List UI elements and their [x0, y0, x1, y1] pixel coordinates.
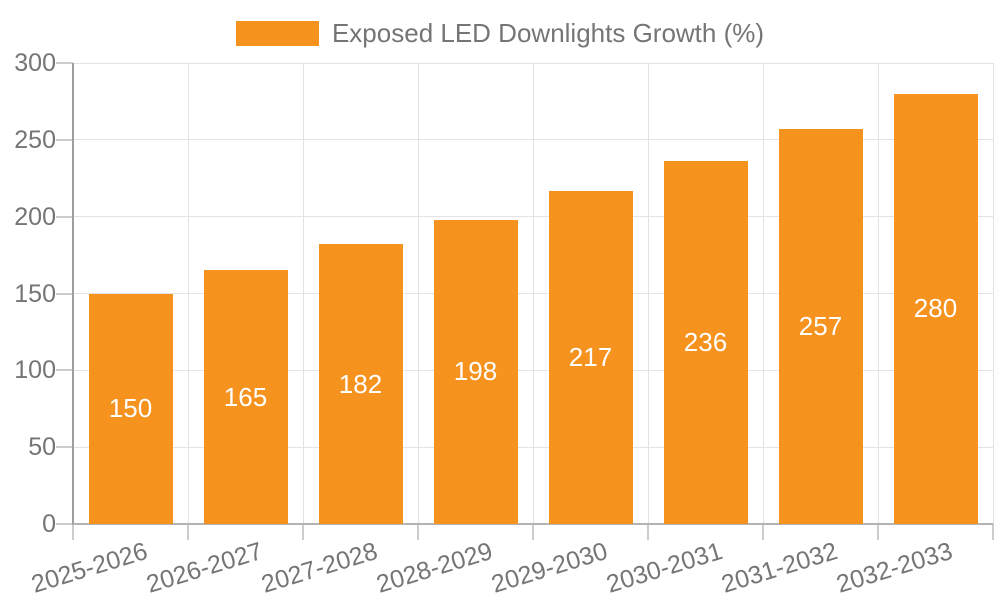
x-axis-line [73, 523, 993, 525]
x-axis-label: 2028-2029 [373, 537, 496, 599]
bar[interactable]: 150 [88, 293, 173, 524]
x-axis-tick [72, 524, 74, 540]
v-gridline [992, 63, 994, 524]
v-gridline [187, 63, 189, 524]
bar[interactable]: 198 [433, 219, 518, 524]
bar-value-label: 236 [683, 327, 728, 358]
bar-value-label: 182 [338, 368, 383, 399]
bar-value-label: 257 [798, 311, 843, 342]
x-axis-label: 2031-2032 [718, 537, 841, 599]
v-gridline [417, 63, 419, 524]
bar-value-label: 150 [108, 393, 153, 424]
y-axis-tick [56, 292, 73, 295]
x-axis-tick [762, 524, 764, 540]
bar[interactable]: 280 [893, 93, 978, 524]
y-axis-label: 300 [14, 49, 56, 77]
y-axis-label: 150 [14, 279, 56, 308]
y-axis-tick [56, 215, 73, 218]
x-axis-tick [877, 524, 879, 540]
bar-value-label: 198 [453, 356, 498, 387]
y-axis-tick [56, 62, 73, 64]
x-axis-tick [187, 524, 189, 540]
v-gridline [877, 63, 879, 524]
y-axis-label: 100 [14, 356, 56, 385]
x-axis-label: 2029-2030 [488, 537, 611, 599]
y-axis-tick [56, 446, 73, 449]
x-axis-label: 2027-2028 [258, 537, 381, 599]
y-axis-label: 50 [28, 433, 56, 462]
x-axis-tick [992, 524, 994, 540]
y-axis-line [72, 63, 74, 525]
y-axis-tick [56, 369, 73, 372]
y-axis-tick [56, 523, 73, 525]
y-axis-label: 250 [14, 125, 56, 154]
x-axis-tick [302, 524, 304, 540]
x-axis-label: 2032-2033 [833, 537, 956, 599]
bar[interactable]: 165 [203, 270, 288, 524]
legend[interactable]: Exposed LED Downlights Growth (%) [0, 18, 1000, 49]
bar[interactable]: 236 [663, 161, 748, 524]
y-axis-tick [56, 138, 73, 141]
bar[interactable]: 217 [548, 190, 633, 524]
bar-value-label: 217 [568, 341, 613, 372]
bar-value-label: 165 [223, 381, 268, 412]
x-axis-tick [647, 524, 649, 540]
bar-value-label: 280 [913, 293, 958, 324]
bar[interactable]: 182 [318, 244, 403, 524]
x-axis-label: 2030-2031 [603, 537, 726, 599]
x-axis-label: 2026-2027 [143, 537, 266, 599]
x-axis-label: 2025-2026 [28, 537, 151, 599]
bar[interactable]: 257 [778, 129, 863, 524]
y-axis-label: 0 [42, 510, 56, 538]
v-gridline [532, 63, 534, 524]
legend-label: Exposed LED Downlights Growth (%) [331, 18, 765, 48]
v-gridline [302, 63, 304, 524]
legend-swatch [235, 21, 319, 46]
x-axis-tick [532, 524, 534, 540]
y-axis-label: 200 [14, 202, 56, 231]
v-gridline [647, 63, 649, 524]
v-gridline [762, 63, 764, 524]
x-axis-tick [417, 524, 419, 540]
